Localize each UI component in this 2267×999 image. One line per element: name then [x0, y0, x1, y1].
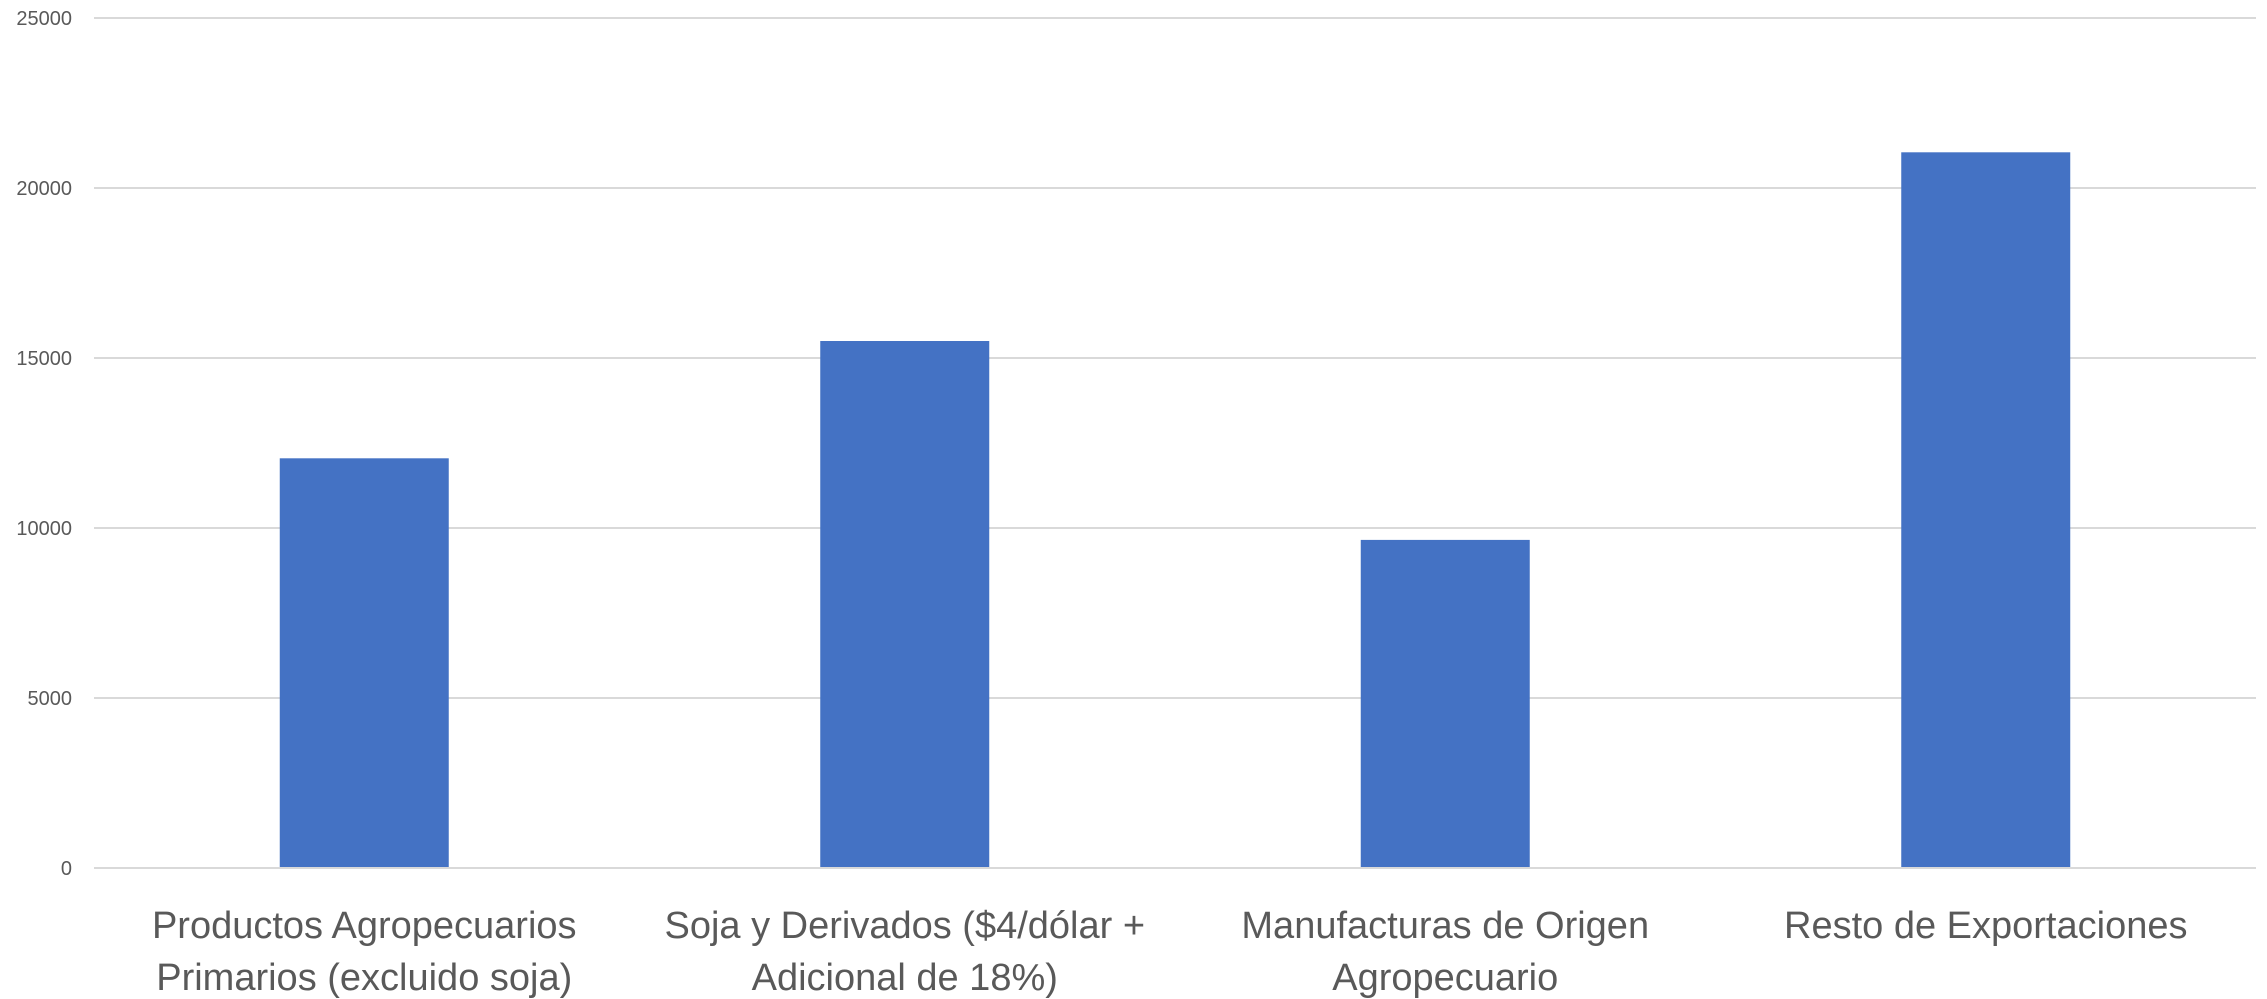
y-axis-tick-labels: 0 5000 10000 15000 20000 25000	[16, 8, 72, 880]
y-tick-label: 10000	[16, 518, 72, 540]
x-axis-category-labels: Productos Agropecuarios Primarios (exclui…	[152, 905, 2188, 999]
x-category-label: Resto de Exportaciones	[1784, 905, 2187, 947]
gridlines	[94, 17, 2256, 699]
bar	[279, 458, 449, 868]
bar	[1901, 152, 2071, 869]
x-category-label: Manufacturas de Origen	[1241, 905, 1649, 947]
bars	[279, 152, 2071, 869]
y-tick-label: 25000	[16, 8, 72, 30]
x-category-label: Agropecuario	[1332, 957, 1558, 999]
bar	[820, 341, 990, 868]
y-tick-label: 5000	[28, 688, 73, 710]
y-tick-label: 20000	[16, 178, 72, 200]
y-tick-label: 15000	[16, 348, 72, 370]
bar	[1360, 539, 1530, 868]
x-category-label: Soja y Derivados ($4/dólar +	[664, 905, 1145, 947]
x-category-label: Adicional de 18%)	[752, 957, 1058, 999]
x-category-label: Productos Agropecuarios	[152, 905, 577, 947]
x-category-label: Primarios (excluido soja)	[156, 957, 572, 999]
y-tick-label: 0	[61, 858, 72, 880]
